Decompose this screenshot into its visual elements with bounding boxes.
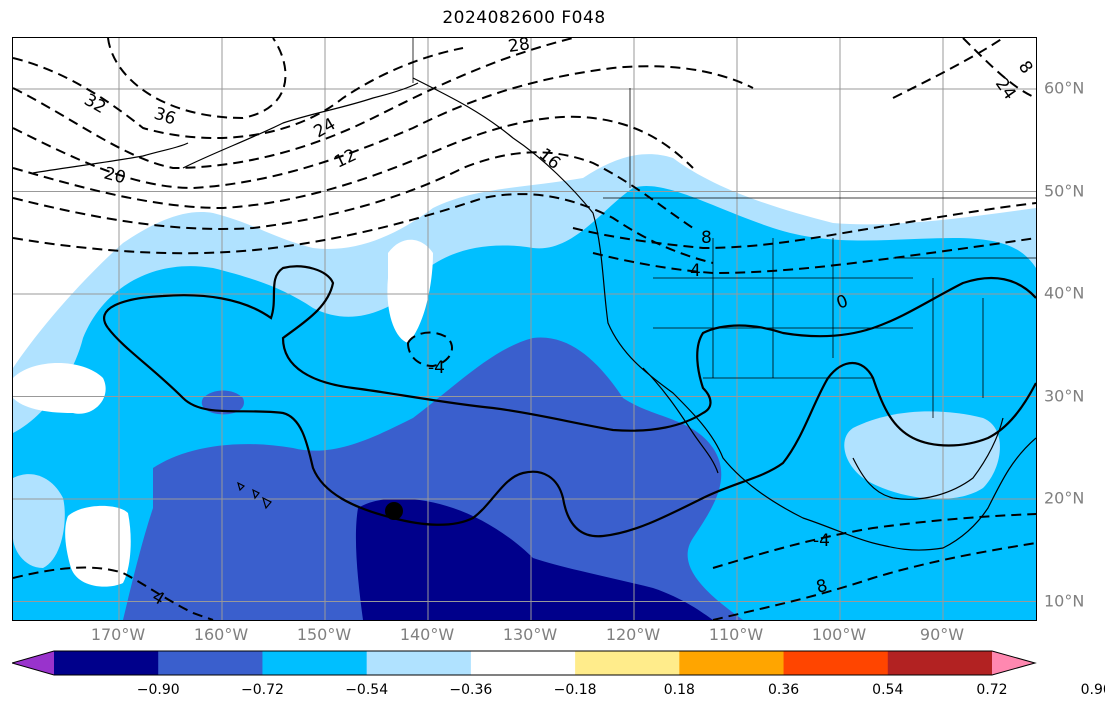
solid-contour-layer (103, 265, 1036, 538)
latitude-label: 60°N (1044, 78, 1085, 98)
colorbar-segment (54, 651, 159, 675)
contour-label: -4 (428, 358, 445, 378)
longitude-label: 130°W (502, 625, 558, 644)
contour-line-20 (13, 115, 694, 210)
colorbar-extend-min (12, 651, 54, 675)
map-canvas: 28 32 36 24 20 12 16 8 4 0 -4 4 -4 8 24 … (13, 38, 1036, 620)
anomaly-region-dark (123, 337, 743, 620)
contour-line-8 (572, 202, 1036, 250)
contour-line-28 (13, 38, 574, 170)
colorbar-segment (575, 651, 680, 675)
contour-label: 4 (690, 261, 701, 281)
contour-line-4-north (592, 237, 1036, 275)
colorbar-outline (12, 650, 1037, 676)
coastline-hawaii (237, 481, 272, 510)
latitude-label: 20°N (1044, 488, 1085, 508)
colorbar-segment (158, 651, 263, 675)
colorbar (12, 650, 1037, 676)
coastline-alaska (182, 82, 419, 169)
neutral-region-west (13, 363, 106, 414)
neutral-region-hawaii-west (65, 505, 131, 587)
latitude-label: 50°N (1044, 181, 1085, 200)
longitude-label: 140°W (399, 625, 455, 644)
colorbar-tick-label: −0.18 (553, 682, 597, 698)
zero-contour-south (107, 327, 1036, 538)
colorbar-segment (887, 651, 993, 675)
colorbar-tick-label: 0.36 (767, 682, 800, 698)
contour-line-8-south (712, 542, 1036, 620)
coastline-baja (642, 367, 719, 474)
contour-line-neg4-south (712, 513, 1036, 569)
colorbar-tick-label: −0.72 (240, 682, 284, 698)
colorbar-segment (783, 651, 889, 675)
coastline-gulf (852, 417, 1004, 500)
storm-center-marker[interactable] (385, 502, 403, 520)
contour-line-8-east (962, 38, 1036, 99)
colorbar-tick-label: −0.36 (449, 682, 493, 698)
longitude-label: 120°W (605, 625, 661, 644)
colorbar-tick-label: −0.54 (345, 682, 389, 698)
colorbar-tick-label: 0.90 (1080, 682, 1105, 698)
contour-line-24 (13, 65, 754, 190)
contour-label: 28 (507, 38, 531, 57)
contour-line-16 (13, 151, 694, 230)
contour-line-4-south (13, 566, 214, 620)
longitude-label: 90°W (919, 625, 965, 644)
map-panel[interactable]: 28 32 36 24 20 12 16 8 4 0 -4 4 -4 8 24 … (12, 37, 1037, 621)
contour-label: -4 (813, 531, 830, 551)
colorbar-extend-max (992, 651, 1035, 675)
contour-label: 8 (814, 576, 830, 598)
contour-line-neg4 (406, 331, 453, 368)
anomaly-patch-gulf (844, 411, 1000, 499)
coastline-layer (32, 77, 1036, 551)
longitude-label: 170°W (90, 625, 146, 644)
neutral-region-north (13, 38, 1036, 358)
colorbar-tick-label: −0.90 (136, 682, 180, 698)
anomaly-patch-west (13, 474, 65, 568)
colorbar-tick-label: 0.54 (872, 682, 904, 698)
graticule-layer (13, 38, 1036, 620)
latitude-label: 10°N (1044, 591, 1085, 610)
latitude-label: 40°N (1044, 283, 1085, 303)
contour-label: 8 (701, 228, 712, 248)
zero-contour-west (103, 265, 1036, 432)
colorbar-segment (262, 651, 368, 675)
longitude-label: 100°W (811, 625, 867, 644)
longitude-label: 160°W (193, 625, 249, 644)
longitude-label: 150°W (296, 625, 352, 644)
latitude-label: 30°N (1044, 386, 1085, 405)
colorbar-tick-label: 0.18 (663, 682, 695, 698)
coastline-north-america (412, 77, 1036, 551)
contour-line-12 (13, 193, 714, 264)
anomaly-region-core (355, 498, 713, 620)
contour-line-32 (13, 47, 464, 139)
colorbar-segment (679, 651, 785, 675)
colorbar-segment (366, 651, 472, 675)
contour-line-24-east (892, 38, 1004, 99)
contour-line-36 (107, 38, 287, 120)
anomaly-fill-layer (13, 38, 1036, 620)
colorbar-tick-label: 0.72 (976, 682, 1008, 698)
coastline-aleutian (32, 142, 189, 174)
longitude-label: 110°W (708, 625, 764, 644)
dashed-contour-layer (13, 38, 1036, 620)
neutral-region-mid (387, 239, 433, 343)
map-title: 2024082600 F048 (442, 8, 606, 28)
colorbar-segment (470, 651, 576, 675)
border-layer (412, 38, 1036, 418)
